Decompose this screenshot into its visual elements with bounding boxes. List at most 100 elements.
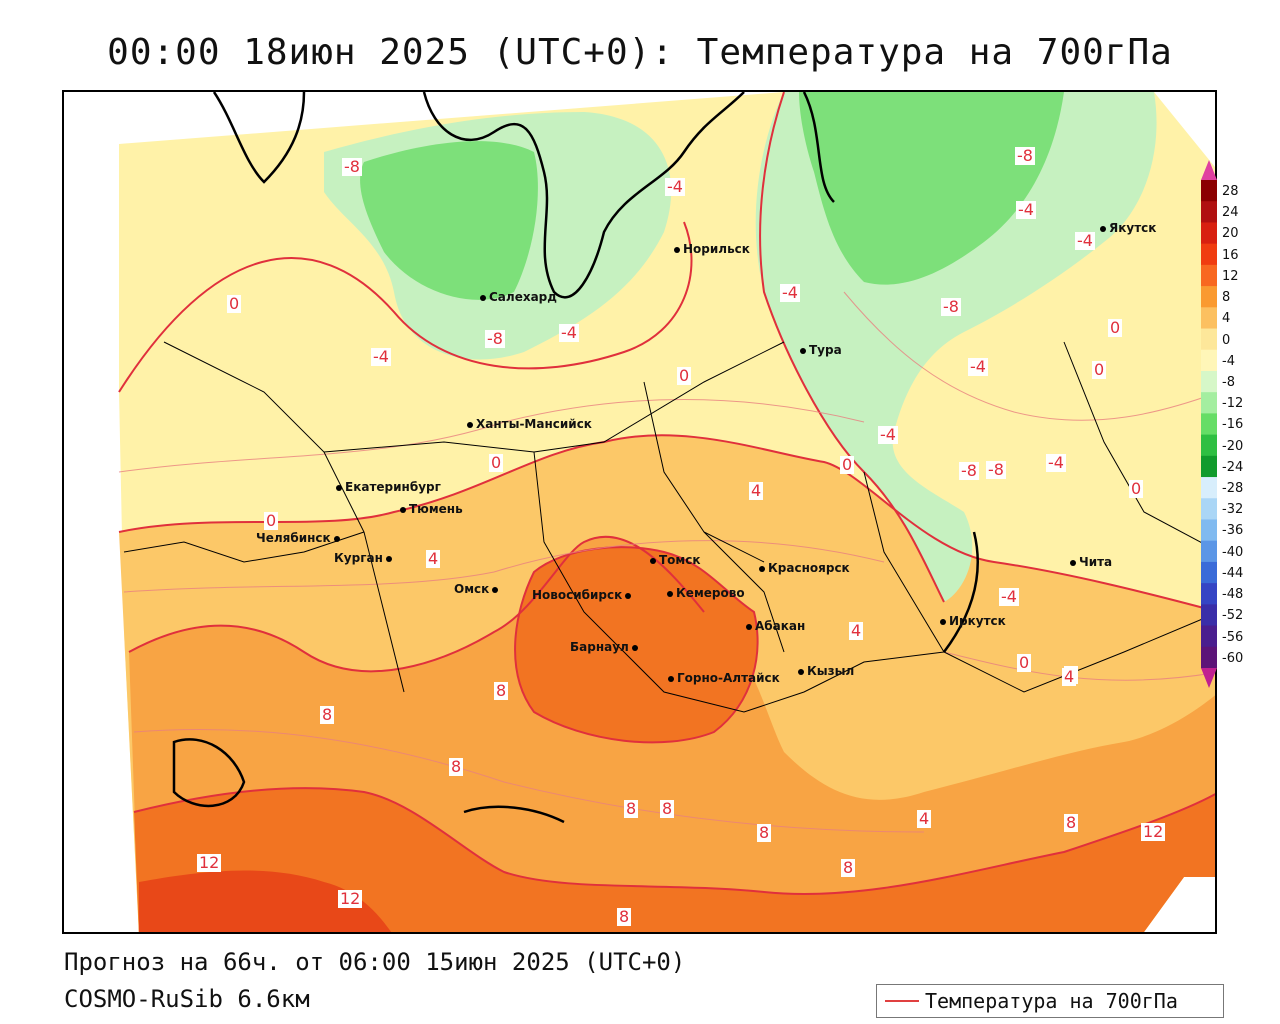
city-label: Омск [454, 582, 490, 596]
color-scale-label: -4 [1222, 353, 1235, 369]
city-abakan[interactable]: Абакан [746, 619, 805, 633]
model-name: COSMO-RuSib 6.6км [64, 985, 310, 1013]
contour-label: -4 [1075, 231, 1095, 250]
city-yakutsk[interactable]: Якутск [1100, 221, 1156, 235]
city-tomsk[interactable]: Томск [650, 553, 701, 567]
city-label: Красноярск [768, 561, 850, 575]
contour-label: 0 [1017, 653, 1032, 672]
city-marker-icon [650, 557, 656, 564]
city-label: Якутск [1109, 221, 1157, 235]
city-label: Салехард [489, 290, 557, 304]
contour-label: 8 [320, 705, 335, 724]
color-scale-label: 12 [1222, 268, 1239, 284]
city-kyzyl[interactable]: Кызыл [798, 664, 854, 678]
city-marker-icon [746, 623, 752, 630]
city-marker-icon [668, 675, 674, 682]
color-scale-label: -40 [1222, 544, 1244, 560]
city-salekhard[interactable]: Салехард [480, 290, 557, 304]
city-label: Чита [1079, 555, 1113, 569]
contour-label: 8 [624, 799, 639, 818]
city-marker-icon [467, 421, 473, 428]
contour-label: -4 [878, 425, 898, 444]
color-scale-label: -44 [1222, 565, 1244, 581]
map-area[interactable]: -8 -4 -8 -8 -4 -4 -4 -4 -8 -8 -4 0 0 -4 … [62, 90, 1217, 934]
color-scale-label: -8 [1222, 374, 1235, 390]
contour-label: 8 [494, 681, 509, 700]
color-scale-label: -12 [1222, 396, 1244, 412]
contour-label: 0 [227, 294, 242, 313]
color-scale-swatch [1201, 477, 1217, 499]
contour-label: -8 [1015, 146, 1035, 165]
legend: Температура на 700гПа [876, 984, 1224, 1018]
city-marker-icon [400, 506, 406, 513]
contour-label: 4 [426, 549, 441, 568]
city-label: Екатеринбург [345, 480, 441, 494]
city-marker-icon [492, 586, 499, 593]
city-label: Иркутск [949, 614, 1006, 628]
color-scale-label: -16 [1222, 417, 1244, 433]
city-marker-icon [798, 668, 804, 675]
color-scale-swatch [1201, 307, 1217, 330]
color-scale-label: -20 [1222, 438, 1244, 454]
city-label: Тюмень [409, 502, 463, 516]
contour-label: 12 [338, 889, 363, 908]
city-label: Горно-Алтайск [677, 671, 780, 685]
city-marker-icon [800, 347, 806, 354]
city-barnaul[interactable]: Барнаул [570, 640, 641, 654]
city-gorno-altaysk[interactable]: Горно-Алтайск [668, 671, 780, 685]
city-label: Тура [809, 343, 842, 357]
city-khanty-mansiysk[interactable]: Ханты-Мансийск [467, 417, 592, 431]
color-scale-swatch [1201, 201, 1217, 223]
contour-label: 8 [617, 907, 632, 926]
color-scale-swatch [1201, 328, 1217, 351]
color-scale-swatch [1201, 561, 1217, 584]
city-label: Кызыл [807, 664, 855, 678]
city-label: Томск [659, 553, 701, 567]
color-scale-swatch [1201, 392, 1217, 414]
contour-label: 8 [660, 799, 675, 818]
city-tura[interactable]: Тура [800, 343, 842, 357]
color-scale-swatch [1201, 604, 1217, 627]
contour-label: 12 [1141, 822, 1166, 841]
contour-label: 0 [1092, 360, 1107, 379]
contour-label: 4 [849, 621, 864, 640]
city-chita[interactable]: Чита [1070, 555, 1112, 569]
contour-label: -8 [986, 460, 1006, 479]
city-krasnoyarsk[interactable]: Красноярск [759, 561, 850, 575]
city-marker-icon [480, 294, 486, 301]
contour-label: -8 [342, 157, 362, 176]
contour-label: 0 [1129, 479, 1144, 498]
color-scale-swatch [1201, 222, 1217, 245]
contour-label: 4 [1062, 667, 1077, 686]
city-norilsk[interactable]: Норильск [674, 242, 750, 256]
city-label: Ханты-Мансийск [476, 417, 592, 431]
city-label: Новосибирск [532, 588, 623, 602]
color-scale-bottom-arrow [1201, 668, 1217, 688]
contour-label: -4 [999, 587, 1019, 606]
color-scale-label: -52 [1222, 608, 1244, 624]
city-yekaterinburg[interactable]: Екатеринбург [336, 480, 441, 494]
city-marker-icon [1100, 225, 1106, 232]
color-scale-label: -24 [1222, 459, 1244, 475]
city-irkutsk[interactable]: Иркутск [940, 614, 1006, 628]
contour-label: -4 [968, 357, 988, 376]
forecast-info: Прогноз на 66ч. от 06:00 15июн 2025 (UTC… [64, 948, 686, 976]
city-chelyabinsk[interactable]: Челябинск [256, 531, 343, 545]
city-omsk[interactable]: Омск [454, 582, 501, 596]
city-kemerovo[interactable]: Кемерово [667, 586, 745, 600]
city-kurgan[interactable]: Курган [334, 551, 395, 565]
contour-label: 8 [1064, 813, 1079, 832]
color-scale-swatch [1201, 286, 1217, 308]
contour-label: -4 [1046, 453, 1066, 472]
contour-label: 12 [197, 853, 222, 872]
color-scale-label: -36 [1222, 523, 1244, 539]
city-label: Абакан [755, 619, 806, 633]
city-novosibirsk[interactable]: Новосибирск [532, 588, 634, 602]
color-scale-swatch [1201, 434, 1217, 457]
color-scale-swatch [1201, 625, 1217, 648]
color-scale-swatch [1201, 646, 1217, 669]
color-scale-top-arrow [1201, 160, 1217, 180]
color-scale-swatch [1201, 583, 1217, 605]
city-tyumen[interactable]: Тюмень [400, 502, 463, 516]
color-scale-swatch [1201, 413, 1217, 436]
